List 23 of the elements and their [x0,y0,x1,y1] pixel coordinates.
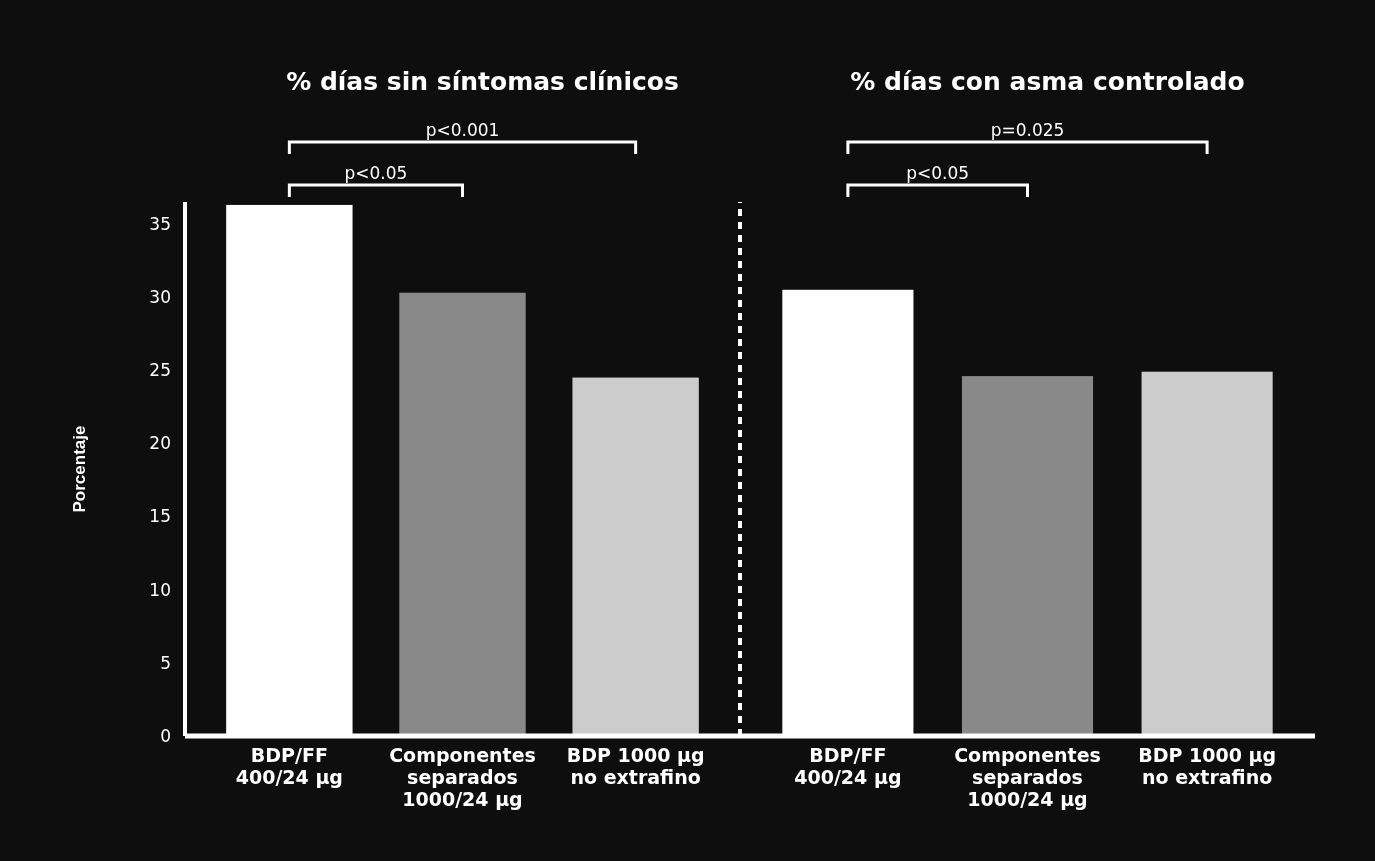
x-tick-label: BDP/FF 400/24 µg [235,744,343,788]
bar [399,292,526,736]
x-tick-label: Componentes separados 1000/24 µg [954,744,1101,810]
x-tick-label: BDP 1000 µg no extrafino [566,744,705,788]
text: p<0.05 [906,163,970,183]
y-tick-label: 35 [149,213,171,234]
y-axis-title: Porcentaje [70,425,89,513]
y-tick-label: 15 [149,506,171,527]
text: p<0.05 [344,163,408,183]
bar [572,377,699,736]
text: p=0.025 [990,120,1065,140]
y-tick-label: 20 [149,433,171,454]
chart-title: % días con asma controlado [850,67,1245,96]
y-tick-label: 5 [160,652,171,673]
x-tick-label: Componentes separados 1000/24 µg [389,744,536,810]
y-tick-label: 0 [160,725,171,746]
y-tick-label: 25 [149,360,171,381]
chart-title: % días sin síntomas clínicos [286,67,679,96]
text: p<0.001 [425,120,500,140]
y-tick-label: 30 [149,287,171,308]
x-tick-label: BDP/FF 400/24 µg [794,744,902,788]
y-tick-label: 10 [149,579,171,600]
x-tick-label: BDP 1000 µg no extrafino [1138,744,1277,788]
